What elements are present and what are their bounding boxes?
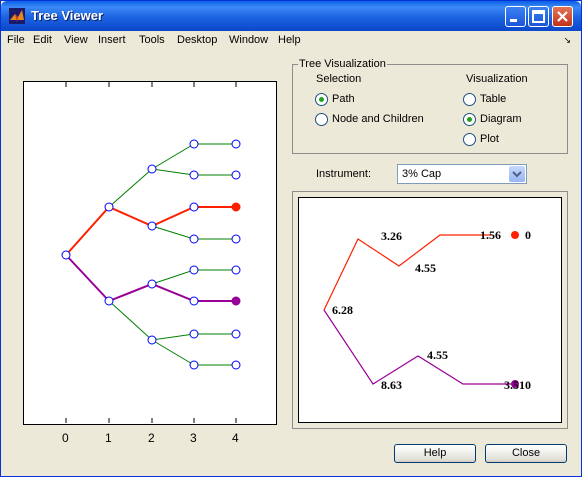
tree-node (189, 139, 199, 149)
tree-node (147, 279, 157, 289)
menu-help[interactable]: Help (278, 34, 301, 46)
tree-visualization-title: Tree Visualization (298, 58, 387, 70)
instrument-label: Instrument: (316, 168, 372, 180)
selection-label: Selection (316, 73, 362, 85)
diagram-value: 6.28 (332, 303, 353, 317)
menu-edit[interactable]: Edit (33, 34, 52, 46)
diagram-value: 0 (525, 228, 531, 242)
chevron-down-icon (512, 171, 522, 178)
tree-node (189, 234, 199, 244)
radio-node-and-children-label[interactable]: Node and Children (332, 113, 424, 125)
radio-path[interactable] (315, 93, 328, 106)
tree-node (147, 335, 157, 345)
menu-view[interactable]: View (64, 34, 88, 46)
visualization-label: Visualization (466, 73, 528, 85)
diagram-value: 3.51 (504, 378, 525, 392)
dock-arrow-icon[interactable]: ↘ (563, 35, 571, 45)
radio-table[interactable] (463, 93, 476, 106)
tree-node (231, 170, 241, 180)
lower-endpoint (511, 380, 519, 388)
upper-endpoint (511, 231, 519, 239)
tree-node (189, 360, 199, 370)
help-button[interactable]: Help (394, 444, 476, 463)
tree-plot-axes[interactable] (23, 81, 277, 425)
instrument-value: 3% Cap (402, 168, 442, 180)
tree-node (104, 202, 114, 212)
tree-node (147, 221, 157, 231)
radio-plot[interactable] (463, 133, 476, 146)
maximize-button[interactable] (528, 6, 549, 27)
diagram-value: 1.56 (480, 228, 501, 242)
x-tick-label: 2 (148, 431, 155, 445)
radio-node-and-children[interactable] (315, 113, 328, 126)
title-bar: Tree Viewer (1, 1, 581, 31)
close-button[interactable]: Close (485, 444, 567, 463)
minimize-button[interactable] (505, 6, 526, 27)
menu-tools[interactable]: Tools (139, 34, 165, 46)
diagram-value: 0 (525, 378, 531, 392)
instrument-select[interactable]: 3% Cap (397, 164, 527, 184)
x-tick-label: 3 (190, 431, 197, 445)
tree-node (189, 329, 199, 339)
tree-node (147, 164, 157, 174)
close-window-button[interactable] (552, 6, 573, 27)
tree-node (231, 139, 241, 149)
diagram-value: 4.55 (415, 261, 436, 275)
radio-diagram-label[interactable]: Diagram (480, 113, 522, 125)
diagram-value: 4.55 (427, 348, 448, 362)
tree-plot (61, 82, 241, 423)
menu-file[interactable]: File (7, 34, 25, 46)
tree-node (189, 265, 199, 275)
tree-node (231, 329, 241, 339)
radio-path-label[interactable]: Path (332, 93, 355, 105)
menu-window[interactable]: Window (229, 34, 269, 46)
diagram-axes[interactable]: 6.28 3.26 4.55 1.56 0 8.63 4.55 3.51 0 (298, 197, 562, 423)
selected-node-upper (231, 202, 241, 212)
window-title: Tree Viewer (31, 8, 104, 23)
radio-plot-label[interactable]: Plot (480, 133, 499, 145)
x-tick-label: 1 (105, 431, 112, 445)
menu-desktop[interactable]: Desktop (177, 34, 218, 46)
diagram-value: 3.26 (381, 229, 402, 243)
tree-node (104, 296, 114, 306)
x-tick-label: 4 (232, 431, 239, 445)
maximize-icon (532, 10, 545, 23)
diagram-value: 8.63 (381, 378, 402, 392)
tree-node (231, 265, 241, 275)
tree-node (189, 170, 199, 180)
matlab-logo-icon (9, 8, 25, 24)
x-tick-label: 0 (62, 431, 69, 445)
minimize-icon (510, 19, 517, 22)
tree-node (231, 234, 241, 244)
tree-node (189, 296, 199, 306)
tree-node (231, 360, 241, 370)
menu-insert[interactable]: Insert (98, 34, 126, 46)
dropdown-button[interactable] (509, 166, 525, 182)
tree-node (61, 250, 71, 260)
close-icon (557, 11, 568, 22)
diagram-panel (292, 191, 568, 429)
tree-visualization-panel (292, 64, 568, 154)
selected-node-lower (231, 296, 241, 306)
radio-diagram[interactable] (463, 113, 476, 126)
radio-table-label[interactable]: Table (480, 93, 507, 105)
tree-node (189, 202, 199, 212)
path-diagram: 6.28 3.26 4.55 1.56 0 8.63 4.55 3.51 0 (323, 228, 531, 392)
menu-bar: File Edit View Insert Tools Desktop Wind… (1, 31, 581, 50)
